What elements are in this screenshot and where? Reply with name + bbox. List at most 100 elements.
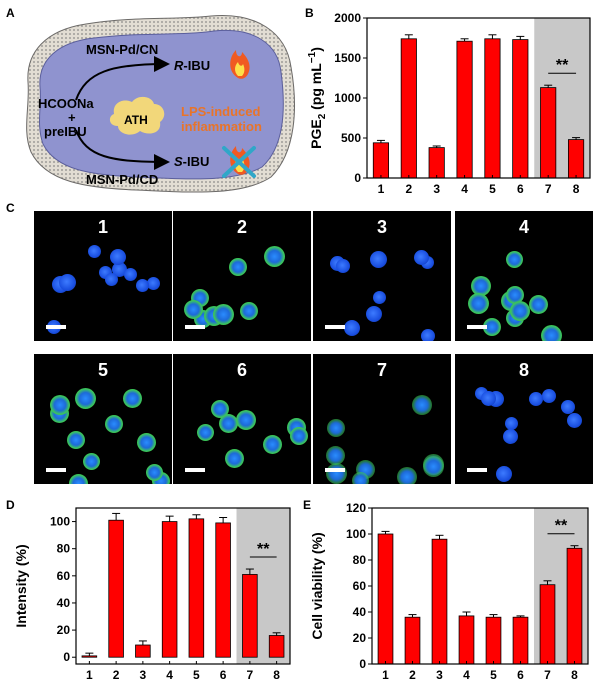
bar: [242, 574, 258, 658]
panel-letter-b: B: [305, 6, 314, 20]
micrograph-1: 1: [34, 211, 172, 341]
cell: [505, 416, 519, 430]
scale-bar: [467, 325, 487, 329]
x-tick-label: 7: [247, 668, 254, 682]
cell: [88, 244, 102, 258]
x-tick-label: 8: [571, 668, 578, 682]
x-tick-label: 7: [545, 182, 552, 196]
cell: [196, 423, 214, 441]
bar: [377, 533, 394, 665]
micrograph-3: 3: [313, 211, 451, 341]
micrograph-2: 2: [173, 211, 311, 341]
cell: [541, 325, 563, 341]
y-tick-label: 100: [50, 515, 70, 529]
cell: [396, 467, 417, 484]
micrograph-label: 1: [97, 217, 108, 237]
cell: [411, 395, 432, 416]
cell: [211, 400, 230, 419]
micrograph-label: 4: [518, 217, 529, 237]
ath-label: ATH: [124, 113, 148, 127]
y-tick-label: 40: [353, 605, 367, 619]
cell: [327, 418, 346, 437]
bar: [458, 615, 475, 665]
cell: [505, 250, 523, 268]
y-axis-label: PGE2 (pg mL−1): [307, 47, 328, 149]
x-tick-label: 8: [573, 182, 580, 196]
y-tick-label: 1500: [334, 51, 361, 65]
bar: [372, 142, 390, 179]
chart-b-svg: 1 2 3 4 5 6 7 8 0 500 1000 1500 2000 ** PGE2 (pg mL−1): [307, 11, 591, 196]
y-axis-label: Intensity (%): [13, 544, 29, 627]
cell: [235, 410, 256, 431]
cell: [326, 446, 346, 466]
cell: [68, 473, 88, 484]
chart-b: 1 2 3 4 5 6 7 8 0 500 1000 1500 2000 ** PGE2 (pg mL−1): [305, 10, 595, 200]
cell: [240, 301, 259, 320]
y-tick-label: 80: [57, 542, 71, 556]
bar: [431, 538, 448, 665]
cell: [137, 433, 157, 453]
bar: [512, 616, 529, 665]
bar: [567, 139, 585, 179]
cell: [290, 427, 309, 446]
micrograph-8: 8: [455, 354, 593, 484]
cell: [506, 285, 525, 304]
bar: [215, 522, 231, 658]
x-tick-label: 4: [461, 182, 468, 196]
scale-bar: [325, 468, 345, 472]
flame-icon-inhibited: [222, 146, 256, 178]
cell: [373, 291, 387, 305]
x-tick-label: 1: [86, 668, 93, 682]
y-tick-label: 60: [353, 579, 367, 593]
cell: [369, 251, 387, 269]
cell: [467, 292, 489, 314]
micrograph-label: 2: [236, 217, 247, 237]
y-tick-label: 120: [346, 501, 366, 515]
x-tick-label: 5: [193, 668, 200, 682]
micrograph-label: 6: [236, 360, 247, 380]
bar: [268, 635, 285, 658]
cell: [421, 328, 436, 341]
catalyst-top-label: MSN-Pd/CN: [86, 42, 158, 57]
scale-bar: [467, 468, 487, 472]
x-tick-label: 7: [544, 668, 551, 682]
plot-frame: [366, 17, 591, 179]
y-axis-label: Cell viability (%): [309, 532, 325, 639]
micrograph-grid: 1 2 3 4 5 6 7 8: [0, 205, 600, 495]
bar: [188, 518, 205, 658]
panel-letter-e: E: [303, 498, 312, 512]
y-tick-label: 2000: [334, 11, 361, 25]
x-tick-label: 6: [220, 668, 227, 682]
y-tick-label: 20: [353, 631, 367, 645]
cell: [413, 249, 429, 265]
flame-icon-active: [230, 50, 250, 79]
scale-bar: [325, 325, 345, 329]
x-tick-label: 8: [273, 668, 280, 682]
cell: [213, 303, 235, 325]
micrograph-label: 7: [376, 360, 387, 380]
bar: [108, 519, 124, 658]
bar: [161, 521, 178, 658]
product-top-label: R-IBU: [174, 58, 210, 73]
y-tick-label: 0: [359, 657, 366, 671]
scale-bar: [185, 468, 205, 472]
y-tick-label: 20: [57, 623, 71, 637]
schematic-panel: MSN-Pd/CN MSN-Pd/CD HCOONa + preIBU ATH …: [16, 12, 301, 194]
bar: [485, 616, 502, 665]
cell: [263, 246, 285, 268]
y-tick-label: 60: [57, 569, 71, 583]
reagent-plus: +: [68, 110, 76, 125]
panel-letter-c: C: [6, 201, 15, 215]
micrograph-7: 7: [313, 354, 451, 484]
scale-bar: [46, 325, 66, 329]
x-tick-label: 1: [378, 182, 385, 196]
product-bottom-label: S-IBU: [174, 154, 209, 169]
cell: [83, 453, 101, 471]
cell: [503, 429, 519, 445]
cell: [104, 414, 123, 433]
x-tick-label: 4: [166, 668, 173, 682]
arrow-bottom: [75, 129, 170, 170]
chart-e: 1 2 3 4 5 6 7 8 0 20 40 60 80 100 120 ** Cell viability …: [300, 500, 598, 686]
